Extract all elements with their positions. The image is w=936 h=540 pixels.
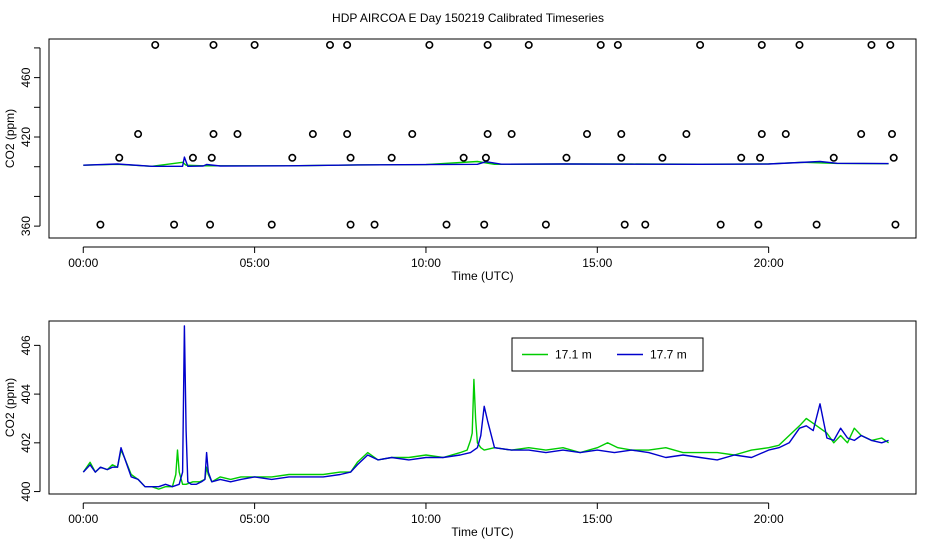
data-point-marker	[888, 130, 897, 139]
top-panel: 00:00 05:00 10:00 15:00 20:00 Time (UTC) 360 42…	[3, 38, 917, 283]
y-axis-label: CO2 (ppm)	[3, 109, 17, 168]
x-axis-label: Time (UTC)	[451, 269, 513, 283]
data-point-marker	[459, 153, 468, 162]
data-point-marker	[207, 153, 216, 162]
legend: 17.1 m 17.7 m	[511, 337, 704, 372]
data-point-marker	[867, 40, 876, 49]
plot-frame	[48, 38, 917, 239]
figure-title: HDP AIRCOA E Day 150219 Calibrated Times…	[332, 11, 604, 25]
data-point-marker	[408, 130, 417, 139]
data-point-marker	[583, 130, 592, 139]
data-point-marker	[250, 40, 259, 49]
data-point-marker	[754, 220, 763, 229]
data-point-marker	[96, 220, 105, 229]
data-point-marker	[757, 130, 766, 139]
data-point-marker	[617, 130, 626, 139]
x-tick-label: 05:00	[240, 512, 270, 526]
data-point-marker	[206, 220, 215, 229]
x-axis-label: Time (UTC)	[451, 525, 513, 539]
data-point-marker	[209, 40, 218, 49]
data-point-marker	[716, 220, 725, 229]
data-point-marker	[891, 220, 900, 229]
data-point-marker	[343, 130, 352, 139]
x-tick-label: 10:00	[411, 256, 441, 270]
data-point-marker	[507, 130, 516, 139]
data-point-marker	[370, 220, 379, 229]
x-tick-label: 15:00	[582, 512, 612, 526]
plot-frame	[48, 320, 917, 495]
data-point-marker	[886, 40, 895, 49]
y-tick-label: 420	[19, 127, 33, 147]
y-tick-label: 360	[19, 216, 33, 236]
data-point-marker	[151, 40, 160, 49]
data-point-marker	[617, 153, 626, 162]
data-point-marker	[308, 130, 317, 139]
data-point-marker	[889, 153, 898, 162]
data-point-marker	[658, 153, 667, 162]
data-point-marker	[209, 130, 218, 139]
data-point-marker	[442, 220, 451, 229]
data-point-marker	[233, 130, 242, 139]
x-tick-label: 00:00	[68, 256, 98, 270]
data-point-marker	[387, 153, 396, 162]
y-tick-label: 404	[19, 384, 33, 404]
series-line-1	[83, 156, 889, 168]
data-point-marker	[857, 130, 866, 139]
data-point-marker	[737, 153, 746, 162]
data-point-marker	[134, 130, 143, 139]
series-line-1	[82, 325, 889, 488]
legend-label-1: 17.7 m	[650, 348, 687, 362]
data-point-marker	[115, 153, 124, 162]
data-point-marker	[483, 40, 492, 49]
x-tick-label: 20:00	[754, 256, 784, 270]
x-tick-label: 20:00	[754, 512, 784, 526]
legend-label-0: 17.1 m	[555, 348, 592, 362]
data-point-marker	[267, 220, 276, 229]
data-point-marker	[541, 220, 550, 229]
y-tick-label: 406	[19, 335, 33, 355]
data-point-marker	[682, 130, 691, 139]
y-tick-label: 460	[19, 67, 33, 87]
data-point-marker	[795, 40, 804, 49]
x-tick-label: 00:00	[68, 512, 98, 526]
data-point-marker	[641, 220, 650, 229]
x-tick-label: 05:00	[240, 256, 270, 270]
data-point-marker	[483, 130, 492, 139]
data-point-marker	[613, 40, 622, 49]
data-point-marker	[812, 220, 821, 229]
data-point-marker	[188, 153, 197, 162]
data-point-marker	[425, 40, 434, 49]
x-tick-label: 15:00	[582, 256, 612, 270]
data-point-marker	[288, 153, 297, 162]
data-point-marker	[481, 153, 490, 162]
data-point-marker	[346, 220, 355, 229]
data-point-marker	[829, 153, 838, 162]
data-point-marker	[562, 153, 571, 162]
data-point-marker	[480, 220, 489, 229]
data-point-marker	[757, 40, 766, 49]
y-tick-label: 402	[19, 432, 33, 452]
data-point-marker	[696, 40, 705, 49]
data-point-marker	[326, 40, 335, 49]
data-point-marker	[170, 220, 179, 229]
y-tick-label: 400	[19, 481, 33, 501]
y-axis-label: CO2 (ppm)	[3, 378, 17, 437]
data-point-marker	[596, 40, 605, 49]
data-point-marker	[781, 130, 790, 139]
data-point-marker	[343, 40, 352, 49]
data-point-marker	[620, 220, 629, 229]
data-point-marker	[524, 40, 533, 49]
data-point-marker	[756, 153, 765, 162]
x-tick-label: 10:00	[411, 512, 441, 526]
data-point-marker	[346, 153, 355, 162]
series-line-0	[82, 378, 889, 490]
bottom-panel: 00:00 05:00 10:00 15:00 20:00 Time (UTC) 400 40…	[3, 320, 917, 539]
